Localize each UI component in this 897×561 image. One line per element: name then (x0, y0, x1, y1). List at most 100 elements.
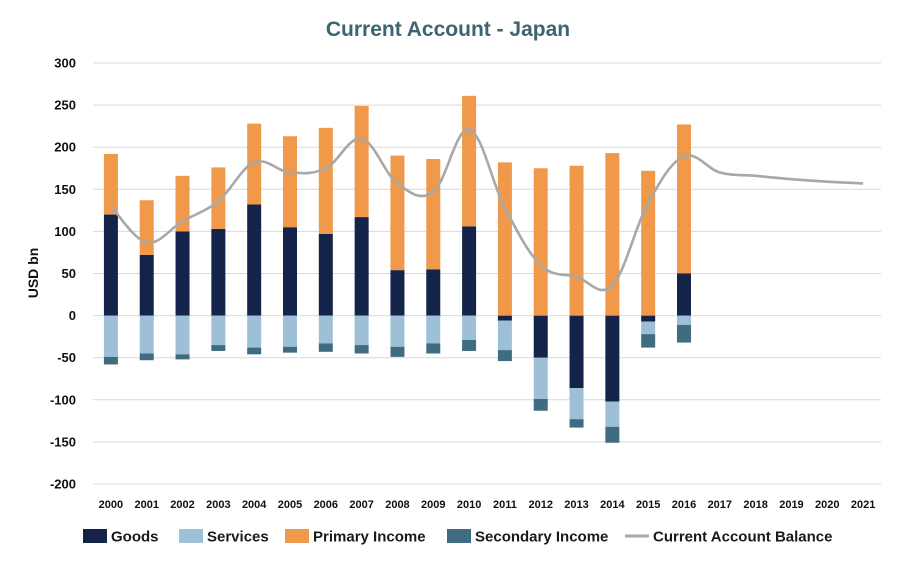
y-tick-label: 100 (54, 224, 76, 239)
x-tick-label-2015: 2015 (636, 499, 660, 511)
bar-secondary-income-2009 (426, 343, 441, 354)
y-tick-label: 150 (54, 182, 76, 197)
bar-primary-income-2016 (677, 124, 691, 274)
bar-services-2009 (426, 315, 441, 344)
bar-primary-income-2003 (211, 167, 226, 229)
y-tick-label: 300 (54, 56, 76, 71)
x-tick-label-2020: 2020 (815, 499, 839, 511)
legend-label-current-account-balance: Current Account Balance (653, 529, 832, 546)
x-tick-label-2001: 2001 (134, 499, 158, 511)
x-tick-label-2005: 2005 (278, 499, 302, 511)
bar-goods-2000 (103, 214, 118, 316)
bar-services-2001 (139, 315, 154, 354)
bar-secondary-income-2001 (139, 353, 154, 361)
bar-secondary-income-2002 (175, 354, 190, 360)
legend-label-goods: Goods (111, 529, 159, 546)
bar-goods-2006 (318, 233, 333, 316)
x-tick-label-2012: 2012 (528, 499, 552, 511)
bar-primary-income-2007 (354, 105, 369, 218)
bar-services-2011 (497, 320, 512, 351)
bar-secondary-income-2013 (569, 419, 584, 428)
bar-secondary-income-2010 (462, 340, 477, 351)
bar-secondary-income-2007 (354, 345, 369, 354)
bar-services-2014 (605, 401, 620, 427)
bar-services-2015 (641, 321, 656, 335)
bar-services-2013 (569, 388, 584, 420)
bar-secondary-income-2004 (247, 347, 262, 355)
bar-primary-income-2000 (103, 153, 118, 215)
bar-secondary-income-2008 (390, 346, 405, 357)
bar-primary-income-2006 (318, 127, 333, 234)
legend-label-services: Services (207, 529, 269, 546)
legend: Goods Services Primary Income Secondary Inc… (83, 529, 832, 546)
y-tick-label: -50 (57, 350, 76, 365)
bar-secondary-income-2006 (318, 343, 333, 352)
bar-goods-2004 (247, 204, 262, 316)
y-tick-label: -150 (50, 434, 76, 449)
x-tick-labels: 2000 2001 2002 2003 2004 2005 2006 2007 2008 2009… (99, 499, 876, 511)
y-tick-label: 200 (54, 140, 76, 155)
bar-services-2005 (283, 315, 297, 347)
x-tick-label-2021: 2021 (851, 499, 875, 511)
bar-services-2008 (390, 315, 405, 347)
legend-swatch-goods (83, 529, 107, 543)
x-tick-label-2010: 2010 (457, 499, 481, 511)
bar-goods-2014 (605, 315, 620, 402)
bar-services-2007 (354, 315, 369, 346)
bar-primary-income-2004 (247, 123, 262, 205)
y-tick-label: 50 (62, 266, 76, 281)
x-tick-label-2013: 2013 (564, 499, 588, 511)
bar-secondary-income-2012 (533, 398, 548, 411)
bar-goods-2008 (390, 270, 405, 316)
bar-secondary-income-2011 (497, 350, 512, 362)
bar-services-2010 (462, 315, 477, 341)
bar-goods-2003 (211, 228, 226, 316)
x-tick-label-2014: 2014 (600, 499, 625, 511)
bar-goods-2016 (677, 273, 691, 316)
bar-primary-income-2005 (283, 136, 297, 228)
bar-secondary-income-2016 (677, 324, 691, 343)
legend-swatch-secondary-income (447, 529, 471, 543)
y-axis-label: USD bn (25, 248, 41, 299)
bar-goods-2012 (533, 315, 548, 358)
bar-secondary-income-2000 (103, 356, 118, 365)
bar-services-2012 (533, 357, 548, 399)
bar-services-2002 (175, 315, 190, 355)
balance-line-layer (109, 128, 864, 292)
bar-goods-2015 (641, 315, 656, 322)
bar-secondary-income-2005 (283, 346, 297, 353)
bar-primary-income-2008 (390, 155, 405, 271)
x-tick-label-2004: 2004 (242, 499, 267, 511)
bar-secondary-income-2003 (211, 345, 226, 351)
bar-goods-2002 (175, 231, 190, 316)
y-tick-label: -200 (50, 477, 76, 492)
bar-secondary-income-2015 (641, 334, 656, 348)
bar-services-2004 (247, 315, 262, 348)
y-tick-label: -100 (50, 392, 76, 407)
chart-title: Current Account - Japan (326, 18, 570, 41)
line-current-account-balance (109, 128, 864, 292)
x-tick-label-2017: 2017 (708, 499, 732, 511)
y-tick-label: 250 (54, 98, 76, 113)
bar-goods-2001 (139, 254, 154, 316)
bar-goods-2009 (426, 269, 441, 316)
x-tick-label-2011: 2011 (493, 499, 517, 511)
bar-primary-income-2009 (426, 158, 441, 270)
bar-primary-income-2010 (462, 95, 477, 227)
bar-services-2016 (677, 315, 691, 325)
legend-label-secondary-income: Secondary Income (475, 529, 608, 546)
y-tick-labels: 300 250 200 150 100 50 0 -50 -100 -150 -200 (50, 56, 76, 492)
legend-swatch-primary-income (285, 529, 309, 543)
bar-goods-2005 (283, 227, 297, 316)
x-tick-label-2006: 2006 (314, 499, 338, 511)
bar-primary-income-2011 (497, 162, 512, 316)
bar-primary-income-2013 (569, 165, 584, 316)
x-tick-label-2018: 2018 (743, 499, 767, 511)
x-tick-label-2003: 2003 (206, 499, 230, 511)
bar-goods-2011 (497, 315, 512, 321)
x-tick-label-2000: 2000 (99, 499, 123, 511)
x-tick-label-2002: 2002 (170, 499, 194, 511)
y-tick-label: 0 (69, 308, 76, 323)
